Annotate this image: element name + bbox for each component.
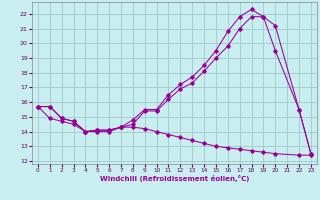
X-axis label: Windchill (Refroidissement éolien,°C): Windchill (Refroidissement éolien,°C)	[100, 175, 249, 182]
